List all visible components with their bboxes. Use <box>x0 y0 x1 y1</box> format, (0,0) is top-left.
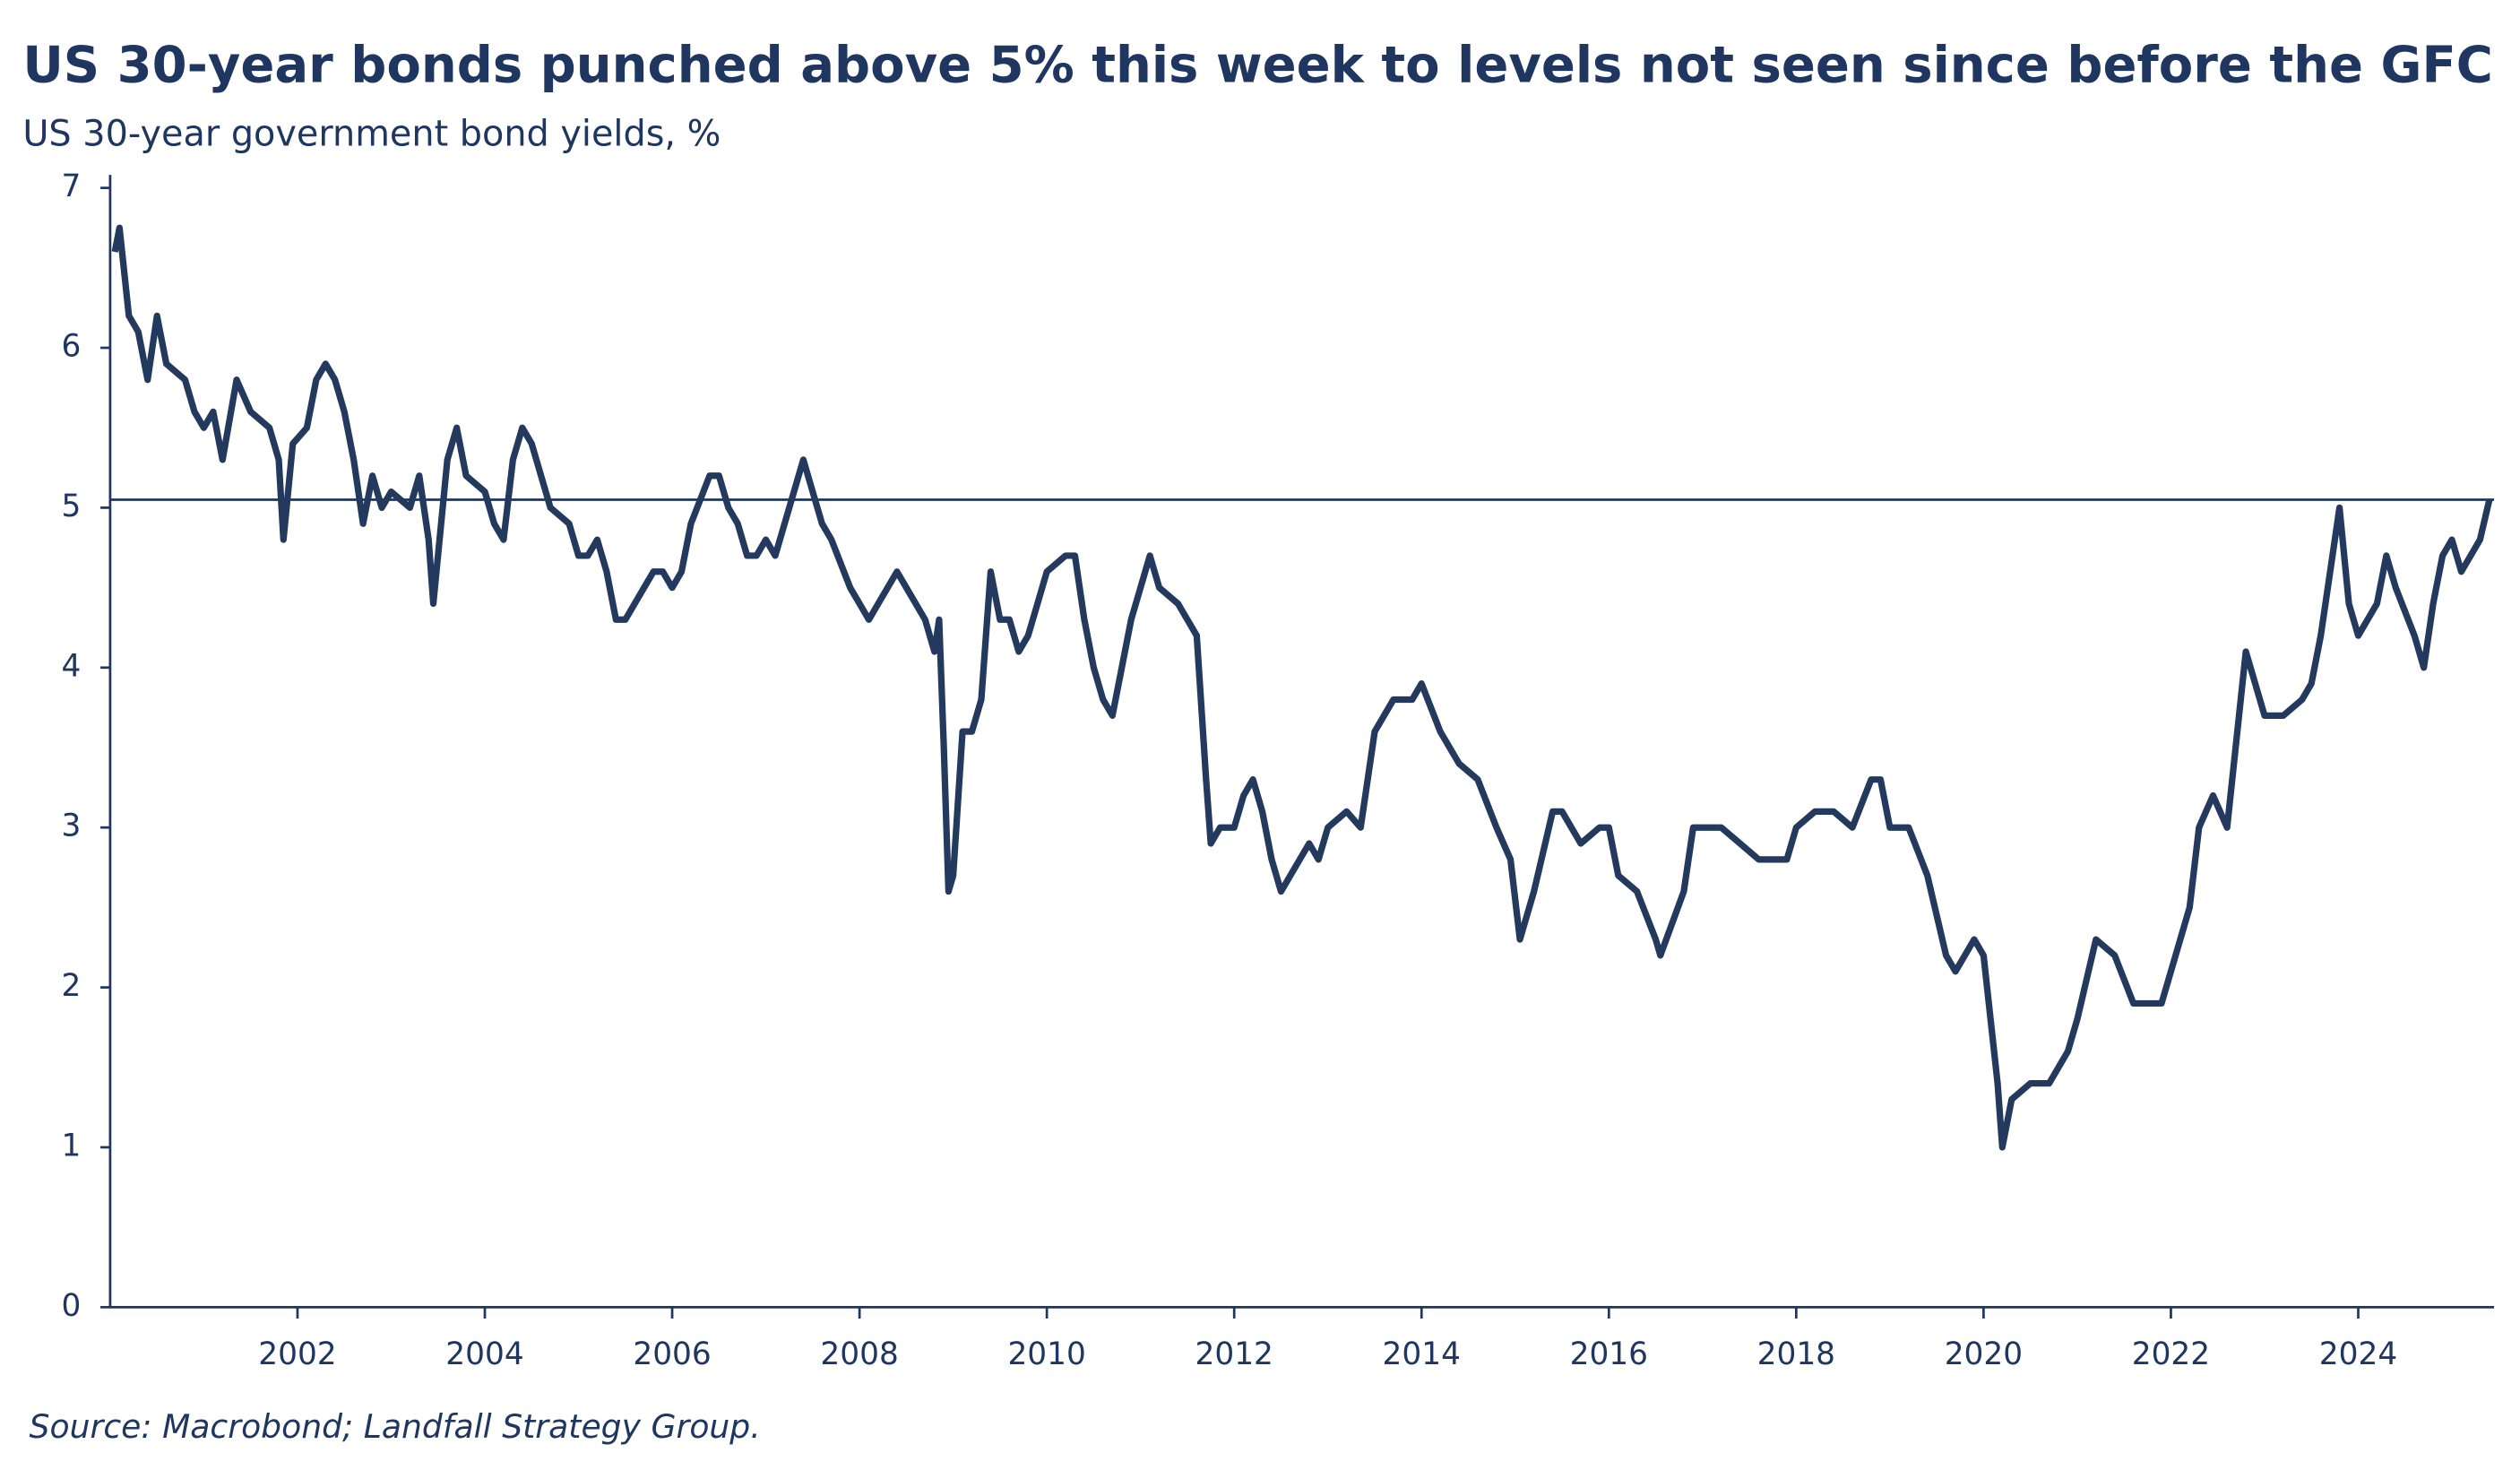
y-tick-label: 0 <box>62 1288 82 1324</box>
x-tick-label: 2002 <box>258 1336 336 1372</box>
y-tick-label: 3 <box>62 808 82 844</box>
source-note: Source: Macrobond; Landfall Strategy Gro… <box>30 1407 761 1446</box>
x-tick-label: 2004 <box>445 1336 523 1372</box>
y-tick-label: 5 <box>62 489 82 524</box>
chart-title: US 30-year bonds punched above 5% this w… <box>22 37 2493 95</box>
x-tick-label: 2018 <box>1757 1336 1835 1372</box>
chart-subtitle: US 30-year government bond yields, % <box>22 113 721 154</box>
x-tick-label: 2016 <box>1570 1336 1648 1372</box>
y-tick-label: 7 <box>62 169 82 204</box>
x-tick-label: 2012 <box>1195 1336 1273 1372</box>
x-tick-label: 2006 <box>633 1336 711 1372</box>
y-tick-label: 1 <box>62 1128 82 1163</box>
y-tick-label: 6 <box>62 329 82 365</box>
x-tick-label: 2010 <box>1007 1336 1085 1372</box>
x-tick-label: 2022 <box>2132 1336 2210 1372</box>
x-tick-label: 2014 <box>1383 1336 1461 1372</box>
x-tick-label: 2008 <box>820 1336 898 1372</box>
x-tick-label: 2020 <box>1945 1336 2023 1372</box>
x-tick-label: 2024 <box>2319 1336 2397 1372</box>
y-tick-label: 4 <box>62 648 82 684</box>
y-tick-label: 2 <box>62 968 82 1004</box>
line-series <box>111 224 2493 1151</box>
